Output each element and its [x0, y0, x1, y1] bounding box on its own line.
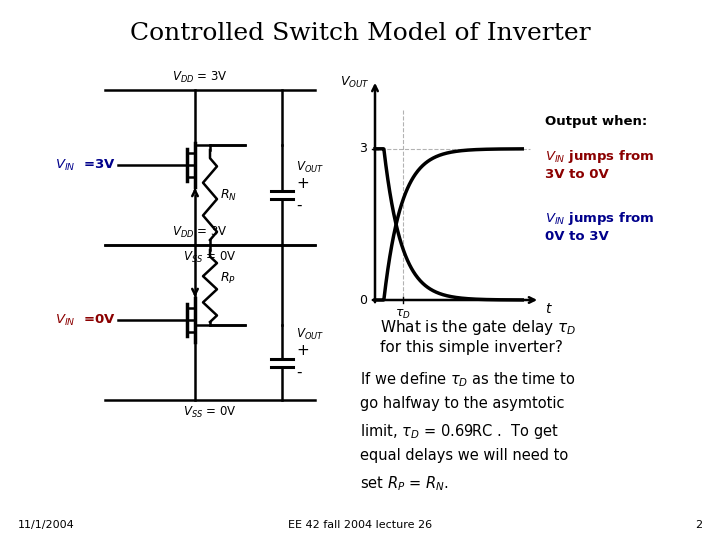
Text: $V_{SS}$ = 0V: $V_{SS}$ = 0V: [183, 405, 237, 420]
Text: +: +: [296, 343, 309, 358]
Text: set $R_P$ = $R_N$.: set $R_P$ = $R_N$.: [360, 474, 449, 492]
Text: What is the gate delay $\tau_D$: What is the gate delay $\tau_D$: [380, 318, 577, 337]
Text: $R_N$: $R_N$: [220, 187, 237, 202]
Text: +: +: [296, 176, 309, 191]
Text: for this simple inverter?: for this simple inverter?: [380, 340, 563, 355]
Text: $V_{IN}$  =0V: $V_{IN}$ =0V: [55, 313, 116, 328]
Text: 3: 3: [359, 143, 367, 156]
Text: $V_{SS}$ = 0V: $V_{SS}$ = 0V: [183, 250, 237, 265]
Text: $V_{OUT}$: $V_{OUT}$: [296, 327, 324, 342]
Text: $V_{DD}$ = 3V: $V_{DD}$ = 3V: [172, 70, 228, 85]
Text: $V_{OUT}$: $V_{OUT}$: [341, 75, 370, 90]
Text: -: -: [296, 365, 302, 380]
Text: 2: 2: [695, 520, 702, 530]
Text: equal delays we will need to: equal delays we will need to: [360, 448, 568, 463]
Text: $\tau_D$: $\tau_D$: [395, 308, 411, 321]
Text: 3V to 0V: 3V to 0V: [545, 168, 608, 181]
Text: $V_{IN}$  =3V: $V_{IN}$ =3V: [55, 158, 116, 173]
Text: 0: 0: [359, 294, 367, 307]
Text: If we define $\tau_D$ as the time to: If we define $\tau_D$ as the time to: [360, 370, 575, 389]
Text: $V_{IN}$ jumps from: $V_{IN}$ jumps from: [545, 210, 654, 227]
Text: $V_{OUT}$: $V_{OUT}$: [296, 160, 324, 175]
Text: 0V to 3V: 0V to 3V: [545, 230, 608, 243]
Text: Output when:: Output when:: [545, 115, 647, 128]
Text: -: -: [296, 198, 302, 213]
Text: $R_P$: $R_P$: [220, 271, 236, 286]
Text: EE 42 fall 2004 lecture 26: EE 42 fall 2004 lecture 26: [288, 520, 432, 530]
Text: $t$: $t$: [545, 302, 553, 316]
Text: 11/1/2004: 11/1/2004: [18, 520, 75, 530]
Text: Controlled Switch Model of Inverter: Controlled Switch Model of Inverter: [130, 22, 590, 45]
Text: limit, $\tau_D$ = 0.69RC .  To get: limit, $\tau_D$ = 0.69RC . To get: [360, 422, 559, 441]
Text: $V_{IN}$ jumps from: $V_{IN}$ jumps from: [545, 148, 654, 165]
Text: go halfway to the asymtotic: go halfway to the asymtotic: [360, 396, 564, 411]
Text: $V_{DD}$ = 3V: $V_{DD}$ = 3V: [172, 225, 228, 240]
